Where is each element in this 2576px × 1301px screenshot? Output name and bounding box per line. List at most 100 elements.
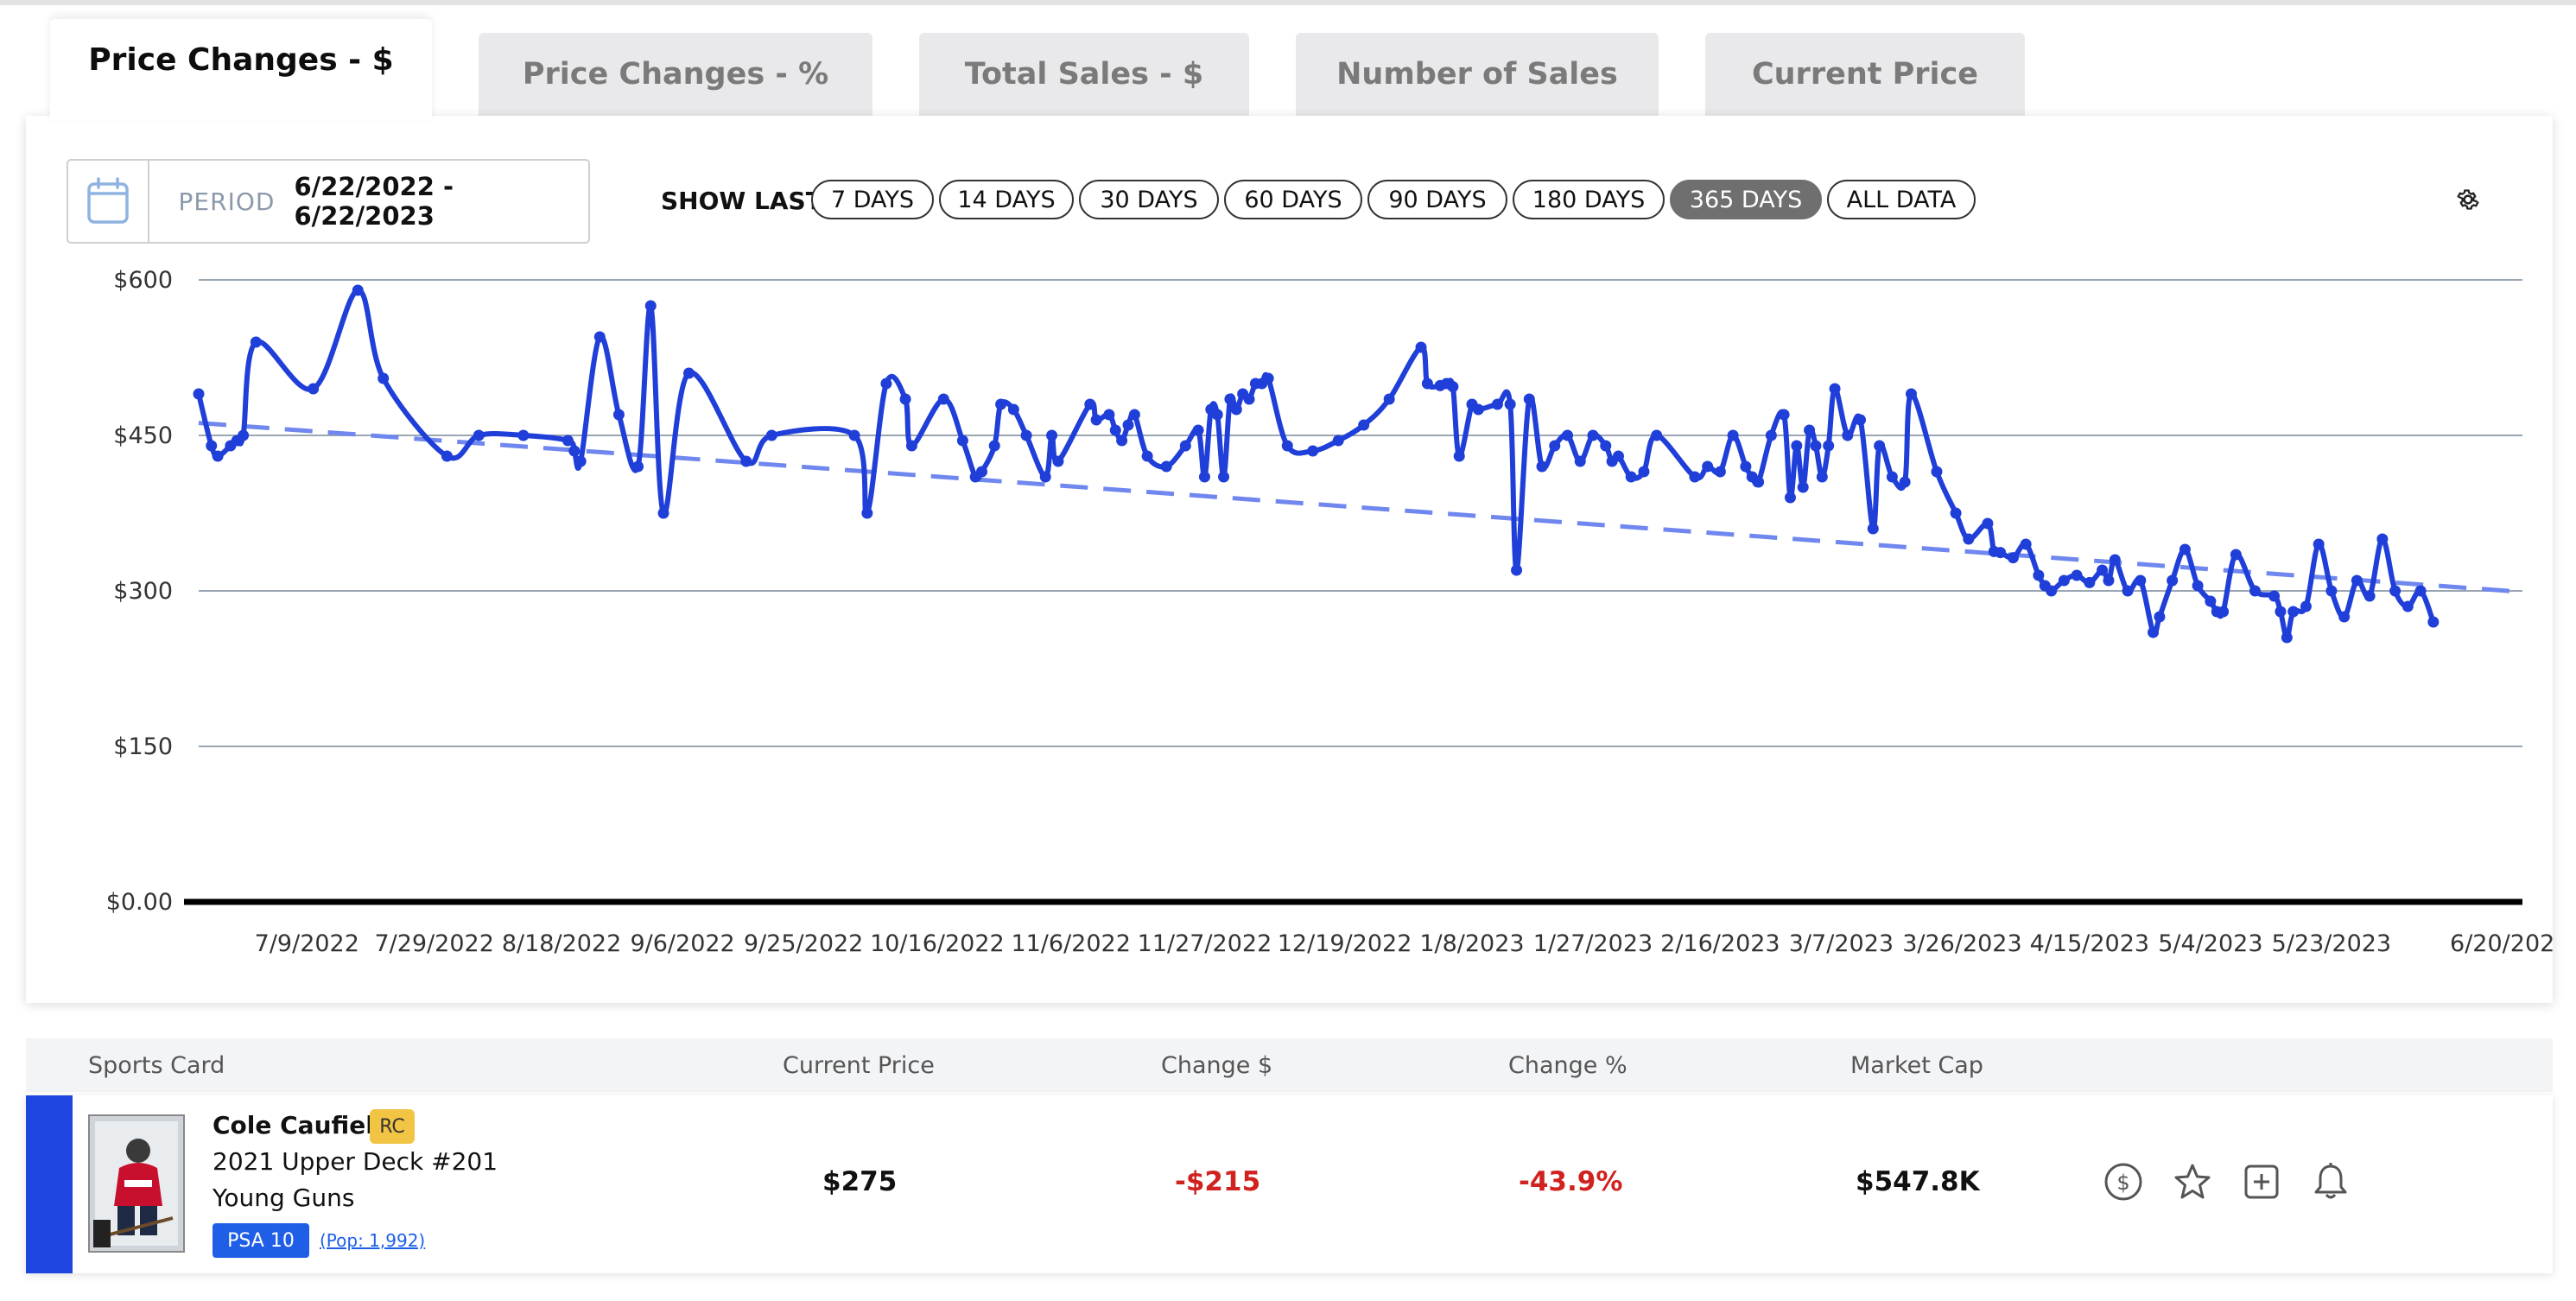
data-point [2351, 574, 2363, 587]
tab-total-sales[interactable]: Total Sales - $ [919, 33, 1249, 116]
data-point [1447, 381, 1459, 393]
data-point [1243, 393, 1255, 405]
card-thumbnail[interactable] [88, 1114, 185, 1253]
tab-price-changes-dollar[interactable]: Price Changes - $ [50, 19, 432, 121]
show-last-label: SHOW LAST [661, 187, 822, 215]
card-set: 2021 Upper Deck #201 [213, 1147, 498, 1176]
data-point [988, 440, 1000, 452]
range-60-days-button[interactable]: 60 DAYS [1224, 180, 1362, 219]
star-icon[interactable] [2172, 1161, 2213, 1206]
data-point [1791, 440, 1803, 452]
tab-current-price[interactable]: Current Price [1705, 33, 2025, 116]
calendar-icon [68, 160, 149, 243]
data-point [880, 378, 892, 390]
x-tick-label: 7/9/2022 [255, 930, 359, 957]
range-365-days-button[interactable]: 365 DAYS [1670, 180, 1822, 219]
period-picker[interactable]: PERIOD 6/22/2022 - 6/22/2023 [67, 159, 590, 244]
data-point [1816, 471, 1828, 483]
top-divider [0, 0, 2576, 5]
tab-number-of-sales[interactable]: Number of Sales [1296, 33, 1659, 116]
x-tick-label: 8/18/2022 [502, 930, 621, 957]
grade-badge: PSA 10 [213, 1223, 309, 1258]
range-180-days-button[interactable]: 180 DAYS [1513, 180, 1665, 219]
range-7-days-button[interactable]: 7 DAYS [811, 180, 934, 219]
range-all-data-button[interactable]: ALL DATA [1827, 180, 1976, 219]
data-point [378, 372, 390, 384]
data-point [1128, 409, 1140, 421]
tab-price-changes-percent[interactable]: Price Changes - % [479, 33, 872, 116]
data-point [1160, 460, 1172, 473]
data-point [1982, 517, 1994, 530]
data-point [2084, 576, 2096, 588]
data-point [593, 331, 606, 343]
data-point [1491, 398, 1503, 410]
data-point [2192, 580, 2204, 592]
data-point [1090, 414, 1102, 426]
data-point [1950, 507, 1962, 519]
x-tick-label: 3/7/2023 [1789, 930, 1894, 957]
data-point [1052, 455, 1064, 467]
table-header: Sports Card Current Price Change $ Chang… [26, 1038, 2553, 1092]
data-point [2179, 543, 2191, 555]
x-axis-ticks: 7/9/2022 7/29/2022 8/18/2022 9/6/2022 9/25/2… [255, 930, 2553, 957]
data-point [765, 429, 777, 441]
y-tick-label: $600 [113, 267, 173, 294]
table-row[interactable]: Cole Caufield RC 2021 Upper Deck #201 Yo… [26, 1095, 2553, 1273]
data-point [1651, 429, 1663, 441]
data-point [1084, 398, 1096, 410]
data-point [975, 466, 987, 478]
population-link[interactable]: (Pop: 1,992) [320, 1230, 426, 1251]
data-point [2300, 600, 2312, 612]
data-point [682, 367, 695, 379]
bell-icon[interactable] [2310, 1161, 2351, 1206]
y-tick-label: $300 [113, 578, 173, 605]
data-point [1109, 424, 1121, 436]
data-point [2338, 611, 2351, 623]
data-point [2376, 533, 2389, 545]
data-point [1472, 403, 1484, 416]
x-tick-label: 12/19/2022 [1278, 930, 1412, 957]
data-point [1886, 471, 1898, 483]
data-point [212, 450, 224, 462]
data-point [441, 450, 453, 462]
data-point [1504, 398, 1516, 410]
market-cap-value: $547.8K [1856, 1166, 1980, 1197]
y-tick-label: $0.00 [106, 889, 173, 916]
data-point [632, 460, 644, 473]
x-tick-label: 4/15/2023 [2030, 930, 2149, 957]
data-point [1899, 476, 1911, 488]
data-point [1797, 481, 1809, 493]
gear-icon[interactable] [2455, 187, 2481, 216]
data-point [2205, 595, 2217, 607]
data-point [1810, 440, 1822, 452]
data-point [1453, 450, 1465, 462]
data-point [1765, 429, 1777, 441]
data-point [2230, 549, 2242, 561]
data-point [1383, 393, 1395, 405]
trend-line [198, 421, 2523, 594]
header-current-price: Current Price [783, 1052, 935, 1079]
player-name[interactable]: Cole Caufield [213, 1111, 391, 1139]
data-point [2313, 538, 2325, 550]
data-point [1536, 460, 1548, 473]
data-point [2033, 569, 2045, 581]
range-14-days-button[interactable]: 14 DAYS [939, 180, 1074, 219]
range-30-days-button[interactable]: 30 DAYS [1079, 180, 1219, 219]
data-point [1179, 440, 1191, 452]
data-point [1931, 466, 1943, 478]
data-point [206, 440, 218, 452]
data-point [1211, 409, 1223, 421]
range-90-days-button[interactable]: 90 DAYS [1367, 180, 1507, 219]
data-point [1855, 414, 1867, 426]
data-point [2103, 574, 2115, 587]
change-percent-value: -43.9% [1519, 1166, 1623, 1197]
data-point [1587, 429, 1599, 441]
plus-square-icon[interactable] [2241, 1161, 2282, 1206]
data-point [2414, 585, 2427, 597]
x-tick-label: 10/16/2022 [870, 930, 1005, 957]
data-point [2097, 564, 2109, 576]
data-point [1714, 466, 1726, 478]
data-point [1905, 388, 1917, 400]
y-tick-label: $450 [113, 422, 173, 449]
dollar-circle-icon[interactable]: $ [2103, 1161, 2144, 1206]
